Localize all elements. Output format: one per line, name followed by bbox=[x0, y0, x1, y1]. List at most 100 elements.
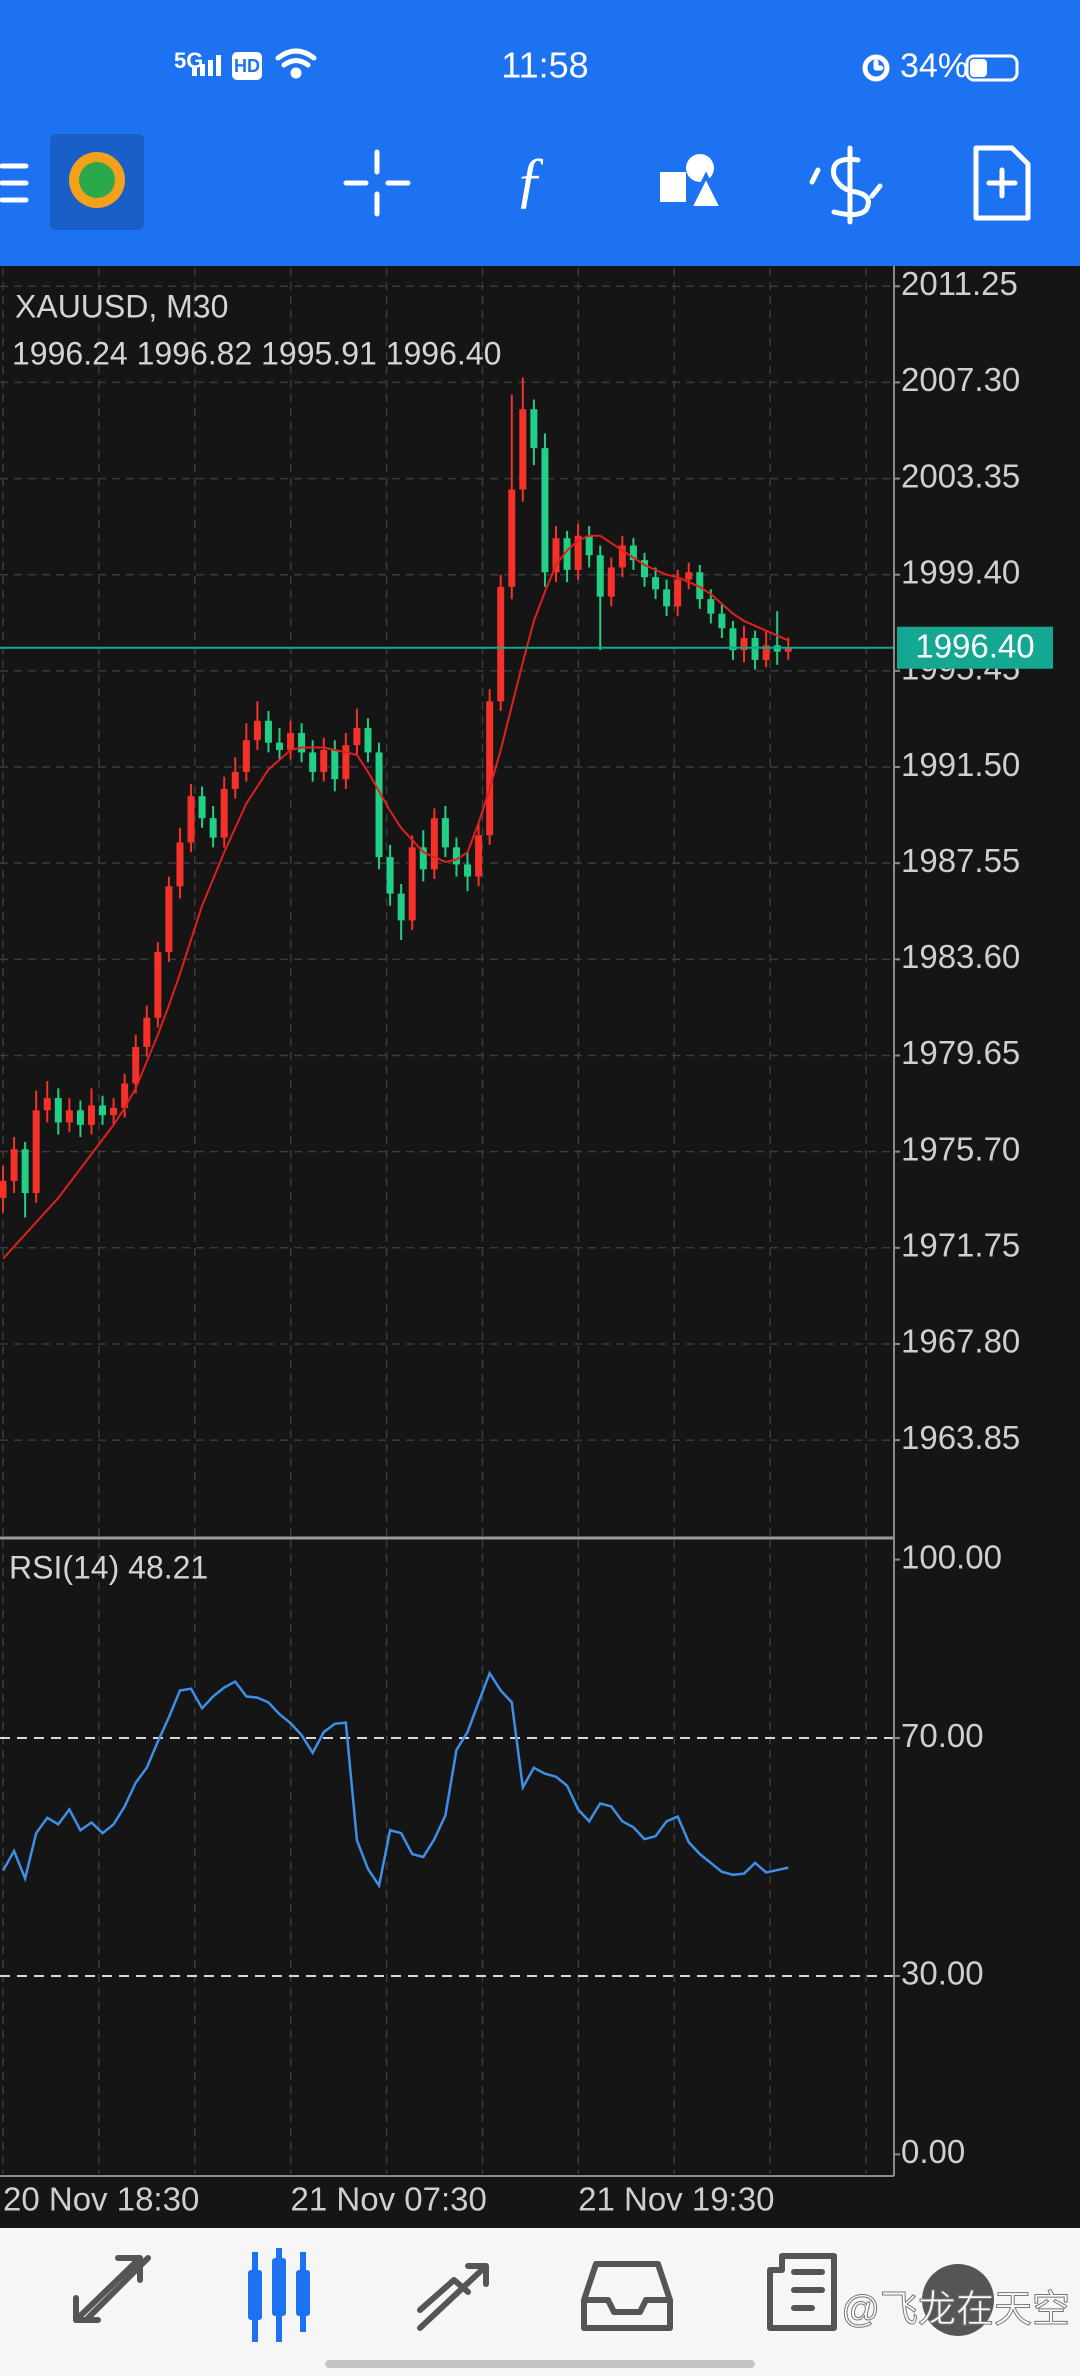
candle-body bbox=[430, 818, 438, 870]
candle-body bbox=[386, 857, 394, 894]
candle-body bbox=[110, 1107, 118, 1116]
y-tick-label: 30.00 bbox=[901, 1955, 984, 1992]
new-order-button[interactable] bbox=[973, 145, 1031, 221]
candle-body bbox=[220, 788, 228, 838]
status-bar: 5G HD 11:58 34% bbox=[174, 45, 1019, 86]
candle-body bbox=[762, 645, 770, 660]
candle-body bbox=[652, 577, 660, 590]
candle-body bbox=[508, 489, 516, 587]
candle-body bbox=[563, 538, 571, 570]
network: 5G bbox=[174, 48, 203, 73]
candle-body bbox=[596, 555, 604, 597]
candle-body bbox=[198, 796, 206, 819]
news-tab[interactable] bbox=[767, 2253, 837, 2331]
home-indicator bbox=[325, 2360, 755, 2368]
x-tick-label: 21 Nov 07:30 bbox=[291, 2181, 487, 2218]
candle-body bbox=[65, 1110, 73, 1123]
candle-body bbox=[486, 701, 494, 836]
candle-body bbox=[618, 545, 626, 568]
candle-body bbox=[264, 720, 272, 743]
quotes-tab[interactable] bbox=[73, 2255, 151, 2323]
candle-body bbox=[685, 572, 693, 580]
candle-body bbox=[707, 599, 715, 614]
candle-body bbox=[253, 720, 261, 741]
alarm-icon bbox=[862, 54, 890, 82]
battery-level bbox=[970, 59, 987, 77]
candle-body bbox=[364, 728, 372, 753]
candle-body bbox=[585, 535, 593, 556]
moving-average bbox=[2, 534, 789, 1260]
y-tick-label: 100.00 bbox=[901, 1538, 1002, 1575]
candle-body bbox=[751, 638, 759, 660]
candle-body bbox=[640, 560, 648, 578]
ohlc-quote: 1996.24 1996.82 1995.91 1996.40 bbox=[12, 335, 501, 371]
candle-body bbox=[552, 538, 560, 573]
candle-body bbox=[729, 628, 737, 651]
candle-body bbox=[663, 589, 671, 607]
symbol-title: XAUUSD, M30 bbox=[15, 288, 228, 324]
candle-body bbox=[242, 740, 250, 772]
y-tick-label: 2007.30 bbox=[901, 361, 1020, 398]
app-bar bbox=[0, 0, 1080, 266]
candle-body bbox=[740, 638, 748, 651]
candle-body bbox=[298, 732, 306, 753]
y-tick-label: 1991.50 bbox=[901, 746, 1020, 783]
candle-body bbox=[674, 579, 682, 607]
candle-body bbox=[10, 1149, 18, 1181]
y-tick-label: 70.00 bbox=[901, 1717, 984, 1754]
candle-body bbox=[21, 1149, 29, 1194]
candle-body bbox=[784, 647, 792, 652]
bottom-nav bbox=[0, 2228, 1080, 2376]
battery bbox=[965, 54, 1019, 82]
candle-body bbox=[629, 545, 637, 561]
trade-button[interactable] bbox=[809, 145, 883, 225]
candle-body bbox=[309, 752, 317, 772]
wifi-icon bbox=[275, 48, 317, 79]
hd: HD bbox=[234, 56, 260, 76]
indicators-button[interactable]: ƒ bbox=[515, 146, 546, 214]
chart-tab[interactable] bbox=[248, 2248, 310, 2342]
candle-body bbox=[176, 842, 184, 887]
settings-tab[interactable] bbox=[922, 2264, 994, 2336]
candle-body bbox=[696, 572, 704, 600]
candle-body bbox=[397, 893, 405, 921]
x-tick-label: 21 Nov 19:30 bbox=[578, 2181, 774, 2218]
candle-body bbox=[76, 1110, 84, 1125]
candle-body bbox=[121, 1083, 129, 1108]
candle-body bbox=[231, 771, 239, 789]
candle-body bbox=[353, 728, 361, 746]
candle-body bbox=[187, 796, 195, 843]
y-tick-label: 1975.70 bbox=[901, 1130, 1020, 1167]
x-tick-label: 20 Nov 18:30 bbox=[3, 2181, 199, 2218]
y-tick-label: 1999.40 bbox=[901, 553, 1020, 590]
menu-button[interactable] bbox=[0, 163, 29, 203]
y-tick-label: 1971.75 bbox=[901, 1227, 1020, 1264]
candle-body bbox=[408, 847, 416, 921]
rsi-title: RSI(14) 48.21 bbox=[9, 1549, 208, 1585]
logo-inner bbox=[79, 162, 115, 198]
rsi-line bbox=[1, 1670, 789, 1889]
candle-body bbox=[287, 732, 295, 750]
y-tick-label: 2011.25 bbox=[901, 265, 1018, 302]
candle-body bbox=[132, 1046, 140, 1084]
candle-body bbox=[54, 1098, 62, 1123]
history-tab[interactable] bbox=[581, 2261, 673, 2331]
candle-body bbox=[607, 567, 615, 597]
y-tick-label: 1987.55 bbox=[901, 842, 1020, 879]
candle-body bbox=[718, 613, 726, 629]
candle-body bbox=[276, 742, 283, 750]
y-tick-label: 1979.65 bbox=[901, 1034, 1020, 1071]
candle-body bbox=[419, 847, 427, 870]
watermark: @飞龙在天空 bbox=[841, 2289, 1070, 2331]
candle-body bbox=[143, 1017, 151, 1047]
candle-body bbox=[441, 818, 449, 848]
candle-body bbox=[342, 745, 350, 780]
y-tick-label: 0.00 bbox=[901, 2133, 965, 2170]
crosshair-button[interactable] bbox=[343, 149, 411, 217]
candle-body bbox=[32, 1110, 40, 1194]
objects-button[interactable] bbox=[660, 154, 726, 210]
trade-tab[interactable] bbox=[417, 2263, 489, 2331]
candle-body bbox=[574, 535, 582, 570]
